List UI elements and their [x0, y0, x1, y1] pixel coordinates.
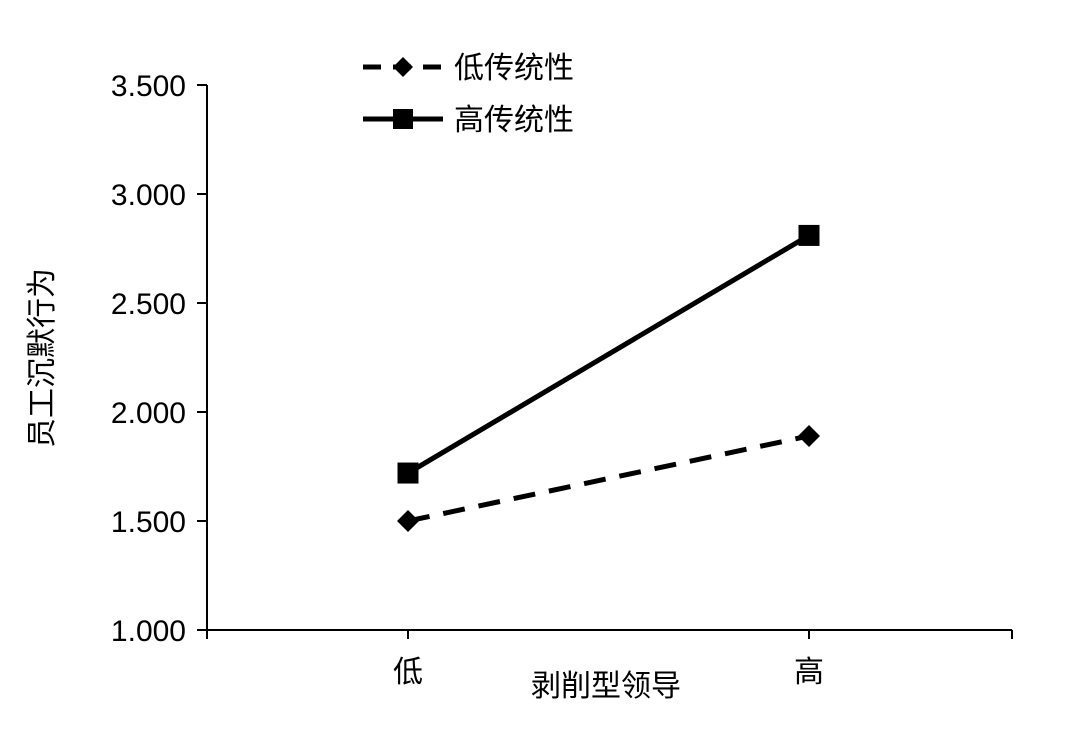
x-axis-title: 剥削型领导 — [531, 669, 681, 704]
series-line — [407, 433, 810, 524]
diamond-marker — [397, 510, 419, 532]
y-tick-label: 3.000 — [111, 179, 186, 212]
series-line — [406, 233, 811, 476]
y-tick-label: 3.500 — [111, 70, 186, 103]
y-tick-label: 2.500 — [111, 288, 186, 321]
square-marker — [393, 109, 413, 129]
y-tick-label: 2.000 — [111, 397, 186, 430]
legend-item-2: 高传统性 — [363, 103, 574, 138]
y-tick-label: 1.000 — [111, 615, 186, 648]
square-marker — [397, 462, 419, 484]
x-axis: 低高 — [206, 629, 1013, 690]
series-layer — [397, 224, 820, 532]
diamond-marker — [798, 424, 820, 447]
y-axis: 1.000 1.500 2.000 2.500 3.000 3.500 — [111, 70, 208, 648]
y-tick-label: 1.500 — [111, 506, 186, 539]
legend-label: 低传统性 — [454, 51, 574, 86]
x-tick-label: 低 — [393, 655, 423, 690]
legend-item-1: 低传统性 — [363, 51, 574, 86]
x-tick-label: 高 — [794, 655, 824, 690]
diamond-marker — [393, 57, 413, 77]
y-axis-title: 员工沉默行为 — [25, 268, 60, 448]
series-1 — [397, 424, 820, 532]
series-2 — [397, 224, 820, 484]
legend-label: 高传统性 — [454, 103, 574, 138]
square-marker — [798, 224, 820, 246]
